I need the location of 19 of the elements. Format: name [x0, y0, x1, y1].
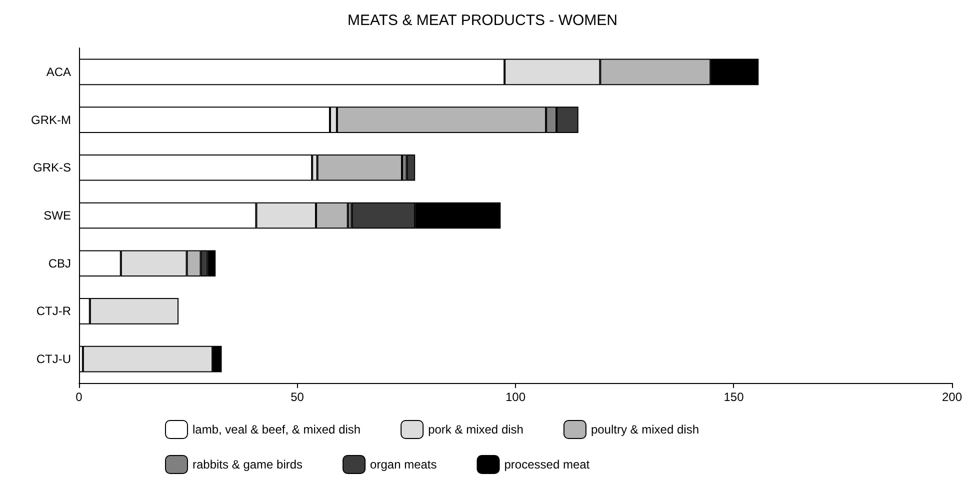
y-tick-label: SWE [44, 208, 71, 222]
y-tick-label: CTJ-U [36, 352, 71, 366]
x-tick-label: 200 [942, 390, 962, 404]
y-tick-label: GRK-S [32, 160, 71, 175]
legend-label: processed meat [504, 458, 590, 472]
y-tick-label: ACA [46, 64, 71, 79]
legend-label: organ meats [370, 458, 437, 472]
chart-title: MEATS & MEAT PRODUCTS - WOMEN [347, 12, 618, 29]
y-tick-label: CBJ [48, 256, 71, 270]
legend-label: pork & mixed dish [428, 422, 524, 436]
x-tick-label: 50 [290, 390, 304, 404]
legend-label: poultry & mixed dish [590, 422, 699, 436]
x-tick-label: 150 [724, 390, 744, 404]
legend-label: lamb, veal & beef, & mixed dish [192, 422, 361, 436]
x-tick-label: 100 [505, 390, 526, 404]
y-tick-label: CTJ-R [36, 304, 72, 318]
y-tick-label: GRK-M [31, 112, 71, 127]
legend-label: rabbits & game birds [192, 458, 303, 472]
x-tick-label: 0 [76, 390, 83, 404]
